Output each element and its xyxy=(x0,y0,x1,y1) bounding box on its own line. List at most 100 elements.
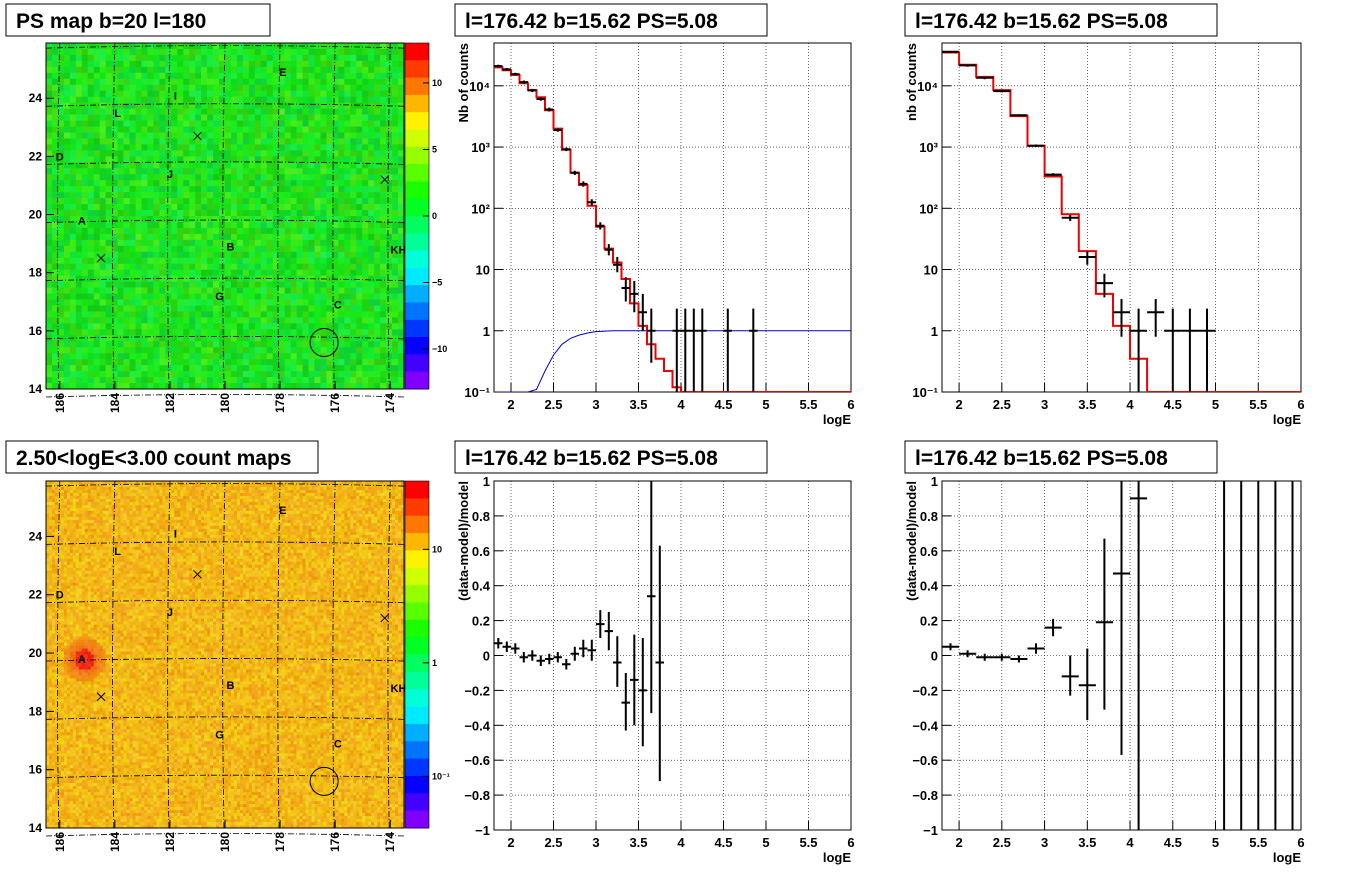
heatmap-cell xyxy=(117,54,124,62)
heatmap-cell xyxy=(165,365,172,372)
heatmap-cell xyxy=(183,341,190,348)
heatmap-cell xyxy=(93,269,100,276)
heatmap-cell xyxy=(72,555,77,560)
colorbar-swatch xyxy=(405,198,429,217)
heatmap-cell xyxy=(368,54,375,62)
heatmap-cell xyxy=(153,138,160,145)
heatmap-cell xyxy=(105,227,112,235)
heatmap-cell xyxy=(374,269,381,276)
heatmap-cell xyxy=(69,666,74,670)
heatmap-cell xyxy=(135,174,142,181)
heatmap-cell xyxy=(260,281,268,288)
heatmap-cell xyxy=(69,245,77,253)
heatmap-cell xyxy=(338,341,345,348)
heatmap-cell xyxy=(75,102,83,109)
heatmap-cell xyxy=(48,669,53,673)
heatmap-cell xyxy=(57,513,62,518)
heatmap-cell xyxy=(254,198,262,205)
heatmap-cell xyxy=(344,227,351,235)
heatmap-cell xyxy=(54,591,59,595)
heatmap-cell xyxy=(57,48,65,56)
heatmap-cell xyxy=(189,192,196,199)
heatmap-cell xyxy=(219,377,226,384)
heatmap-cell xyxy=(75,564,80,569)
heatmap-cell xyxy=(284,377,291,384)
heatmap-cell xyxy=(183,216,190,223)
heatmap-cell xyxy=(296,341,303,348)
heatmap-cell xyxy=(54,720,59,724)
heatmap-cell xyxy=(81,501,86,506)
heatmap-cell xyxy=(51,84,59,92)
heatmap-cell xyxy=(54,495,59,500)
heatmap-cell xyxy=(356,275,363,282)
heatmap-cell xyxy=(278,48,285,56)
heatmap-cell xyxy=(207,365,214,372)
heatmap-cell xyxy=(350,293,357,300)
heatmap-cell xyxy=(66,621,71,625)
heatmap-cell xyxy=(260,174,268,181)
heatmap-cell xyxy=(46,323,53,330)
heatmap-cell xyxy=(219,96,226,103)
heatmap-cell xyxy=(51,198,59,205)
heatmap-cell xyxy=(111,245,118,253)
heatmap-cell xyxy=(78,540,83,545)
heatmap-cell xyxy=(314,78,321,86)
heatmap-cell xyxy=(48,687,53,691)
heatmap-cell xyxy=(189,180,196,187)
heatmap-cell xyxy=(266,126,274,133)
heatmap-cell xyxy=(135,168,142,175)
heatmap-cell xyxy=(326,186,333,193)
heatmap-cell xyxy=(57,732,62,736)
heatmap-cell xyxy=(225,186,232,193)
heatmap-cell xyxy=(159,269,166,276)
heatmap-cell xyxy=(344,251,351,259)
heatmap-cell xyxy=(51,720,56,724)
heatmap-cell xyxy=(290,341,297,348)
heatmap-cell xyxy=(225,341,232,348)
heatmap-cell xyxy=(63,564,68,569)
heatmap-cell xyxy=(153,341,160,348)
heatmap-cell xyxy=(254,245,262,253)
heatmap-cell xyxy=(46,543,50,548)
heatmap-cell xyxy=(63,672,68,676)
heatmap-cell xyxy=(81,498,86,503)
heatmap-cell xyxy=(51,555,56,560)
heatmap-cell xyxy=(386,377,393,384)
heatmap-cell xyxy=(60,564,65,569)
heatmap-cell xyxy=(326,180,333,187)
heatmap-cell xyxy=(362,317,369,324)
heatmap-cell xyxy=(332,138,339,145)
heatmap-cell xyxy=(302,126,309,133)
heatmap-cell xyxy=(111,335,118,342)
heatmap-cell xyxy=(60,795,65,799)
heatmap-cell xyxy=(248,72,256,80)
heatmap-cell xyxy=(57,138,65,145)
heatmap-cell xyxy=(78,801,83,805)
heatmap-cell xyxy=(284,311,291,318)
heatmap-cell xyxy=(380,192,387,199)
heatmap-cell xyxy=(117,168,124,175)
heatmap-cell xyxy=(344,84,351,92)
heatmap-cell xyxy=(48,744,53,748)
heatmap-cell xyxy=(57,263,65,270)
heatmap-cell xyxy=(72,510,77,515)
heatmap-cell xyxy=(284,263,291,270)
heatmap-cell xyxy=(57,317,65,324)
heatmap-cell xyxy=(60,567,65,572)
heatmap-cell xyxy=(54,606,59,610)
heatmap-cell xyxy=(66,675,71,679)
heatmap-cell xyxy=(171,293,178,300)
heatmap-cell xyxy=(129,78,136,86)
heatmap-cell xyxy=(213,198,220,205)
heatmap-cell xyxy=(48,591,53,595)
heatmap-cell xyxy=(272,371,279,378)
heatmap-cell xyxy=(326,227,333,235)
heatmap-cell xyxy=(66,630,71,634)
heatmap-cell xyxy=(248,377,256,384)
heatmap-cell xyxy=(105,180,112,187)
heatmap-cell xyxy=(266,359,274,366)
heatmap-cell xyxy=(78,552,83,557)
heatmap-cell xyxy=(219,72,226,80)
heatmap-cell xyxy=(296,204,303,211)
heatmap-cell xyxy=(159,245,166,253)
